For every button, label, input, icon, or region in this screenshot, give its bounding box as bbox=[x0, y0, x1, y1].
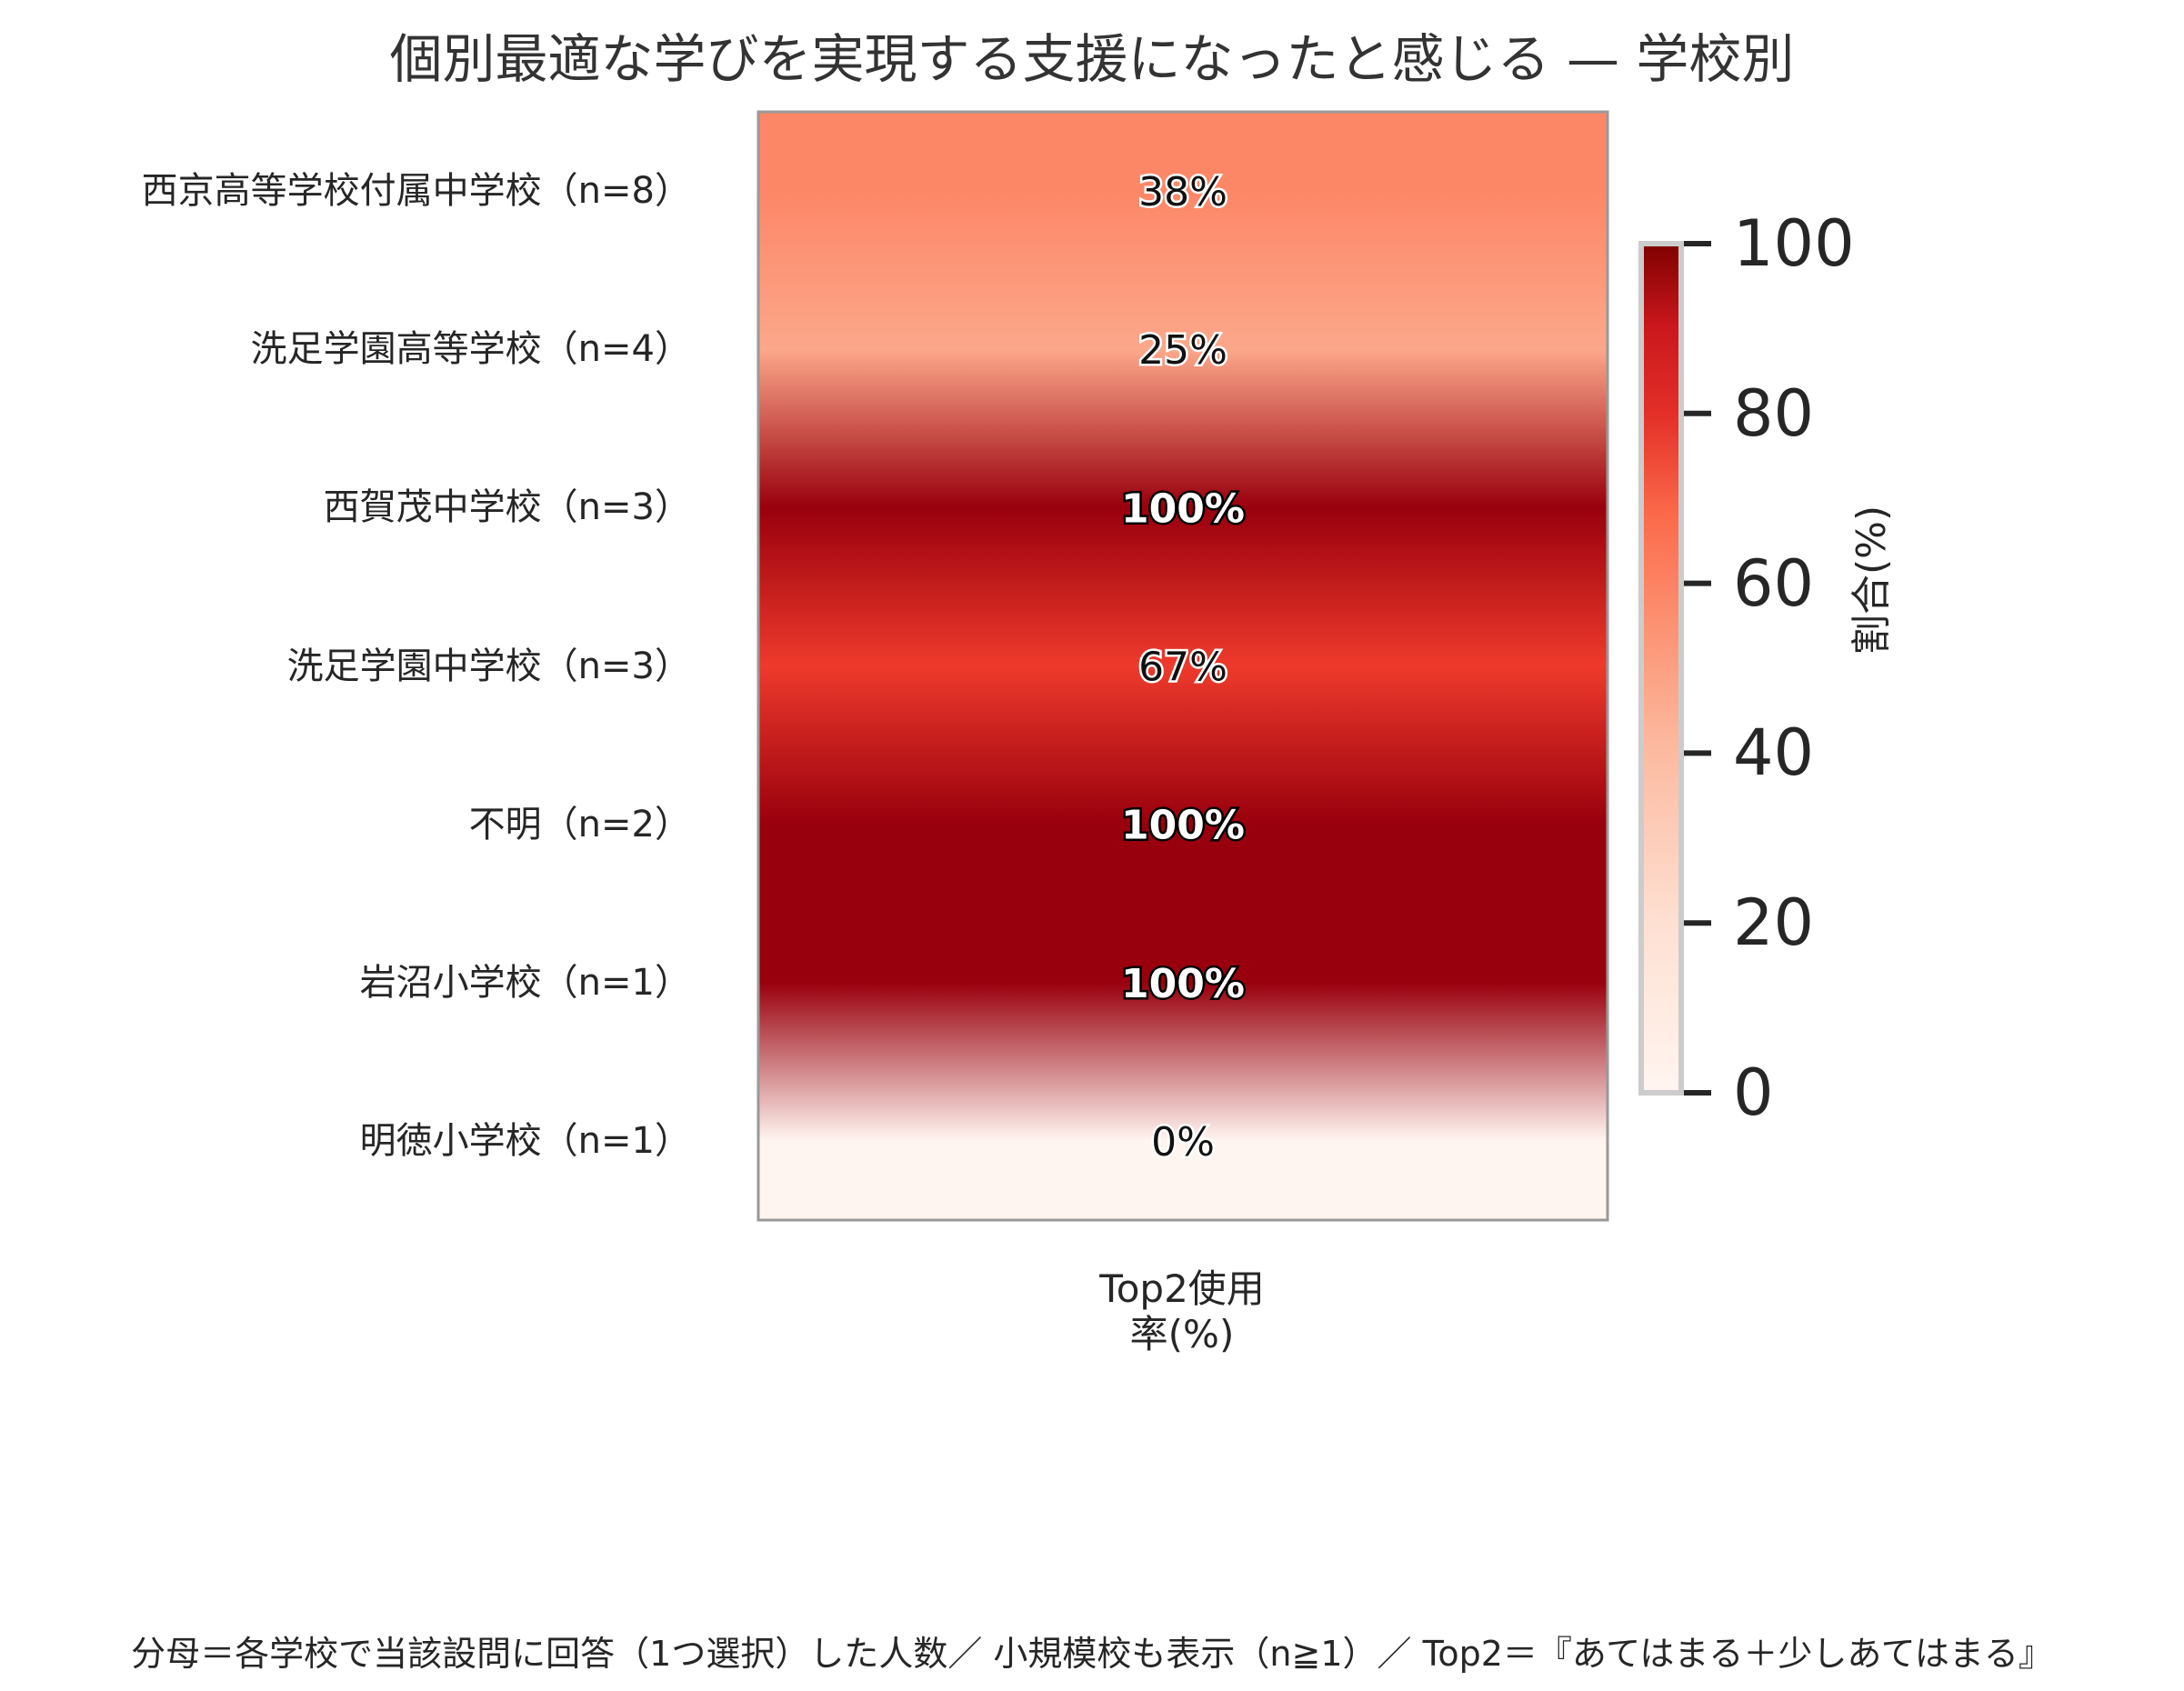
colorbar-tick-label: 40 bbox=[1733, 715, 1815, 791]
x-tick-label-line: Top2使用 bbox=[1099, 1266, 1265, 1311]
row-label: 不明（n=2） bbox=[468, 803, 691, 846]
row-label: 西京高等学校付属中学校（n=8） bbox=[141, 170, 691, 213]
colorbar-label: 割合(%) bbox=[1848, 505, 1895, 655]
cell-value-label: 25% bbox=[1138, 327, 1227, 374]
chart-title: 個別最適な学びを実現する支援になったと感じる — 学校別 bbox=[389, 28, 1795, 90]
colorbar-tick-label: 20 bbox=[1733, 886, 1815, 961]
cell-value-label: 38% bbox=[1138, 169, 1227, 215]
cell-value-labels: 38% 25% 100% 67% 100% 100% 0% bbox=[1119, 167, 1247, 1168]
row-label: 西賀茂中学校（n=3） bbox=[323, 486, 691, 529]
colorbar-tick-label: 100 bbox=[1733, 206, 1855, 281]
x-tick-label-line: 率(%) bbox=[1129, 1312, 1235, 1356]
footnote: 分母＝各学校で当該設問に回答（1つ選択）した人数／ 小規模校も表示（n≧1）／ … bbox=[131, 1634, 2053, 1674]
cell-value-label: 100% bbox=[1121, 803, 1245, 849]
cell-value-label: 100% bbox=[1121, 485, 1245, 532]
colorbar-tick-label: 60 bbox=[1733, 545, 1815, 621]
cell-value-label: 0% bbox=[1151, 1119, 1215, 1166]
row-label: 洗足学園中学校（n=3） bbox=[286, 645, 691, 687]
colorbar bbox=[1638, 241, 1711, 1096]
row-label: 洗足学園高等学校（n=4） bbox=[250, 328, 691, 371]
colorbar-tick-label: 0 bbox=[1733, 1056, 1774, 1130]
colorbar-gradient bbox=[1638, 241, 1684, 1096]
row-label: 岩沼小学校（n=1） bbox=[359, 961, 691, 1004]
heatmap-cells bbox=[758, 112, 1608, 1220]
plot-frame bbox=[756, 110, 1609, 1222]
colorbar-tick-label: 80 bbox=[1733, 375, 1815, 451]
cell-value-label: 100% bbox=[1121, 961, 1245, 1007]
cell-value-label: 67% bbox=[1138, 645, 1227, 691]
colorbar-ticks bbox=[1684, 241, 1711, 1096]
row-label: 明徳小学校（n=1） bbox=[359, 1119, 691, 1162]
heatmap-surface bbox=[758, 112, 1608, 1220]
